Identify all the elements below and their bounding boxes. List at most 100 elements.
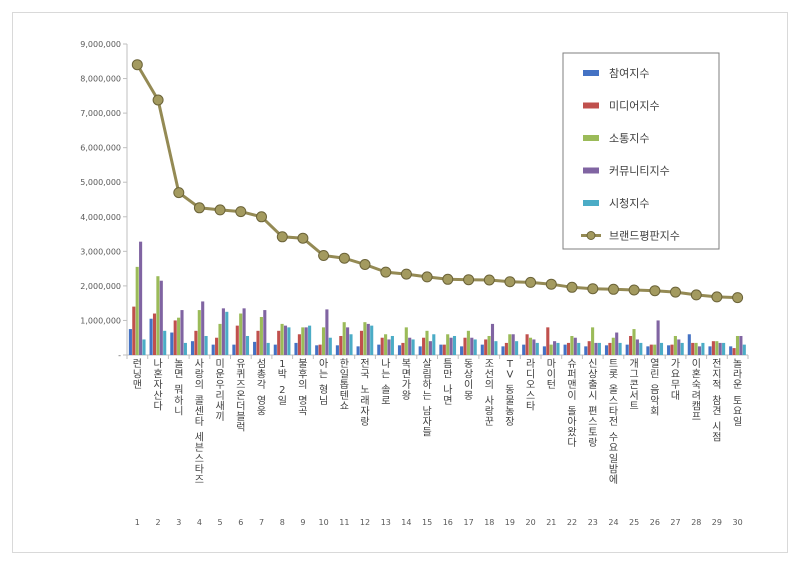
category-label-glyph: 슈	[567, 358, 576, 370]
bar	[549, 344, 553, 355]
category-label-glyph: 악	[650, 395, 659, 407]
rank-label: 4	[197, 518, 202, 527]
category-label-glyph: 스	[526, 390, 535, 402]
legend-label: 참여지수	[609, 67, 649, 80]
rank-label: 22	[567, 518, 577, 527]
bar	[615, 332, 619, 355]
bar	[449, 337, 453, 355]
bar	[232, 344, 236, 355]
category-label-glyph: 다	[153, 400, 162, 412]
category-label-glyph: 밤	[609, 463, 618, 475]
rank-label: 1	[135, 518, 140, 527]
category-label-glyph: 꾼	[485, 417, 494, 428]
category-label-glyph: 자	[153, 379, 162, 391]
category-label-glyph: 새	[215, 400, 224, 412]
bar	[697, 346, 702, 355]
category-label-glyph: 더	[236, 400, 245, 412]
category-label-glyph: 적	[712, 379, 721, 391]
bar	[335, 345, 339, 355]
rank-label: 17	[464, 518, 474, 527]
legend-label: 소통지수	[609, 132, 649, 145]
category-label-glyph: 프	[692, 412, 701, 423]
rank-label: 16	[443, 518, 453, 527]
category-label-glyph: 톱	[340, 379, 349, 391]
bar	[573, 337, 577, 355]
chart-axes: 9,000,000 8,000,000 7,000,000 6,000,000 5,00…	[80, 40, 749, 360]
bar	[366, 323, 370, 355]
bar	[563, 344, 567, 355]
bar	[170, 332, 174, 355]
category-label-glyph: 는	[381, 369, 390, 381]
category-label-glyph: 국	[360, 369, 369, 381]
category-label-glyph: 맨	[133, 379, 142, 391]
line-point	[483, 274, 495, 286]
category-label-glyph: 혼	[692, 368, 701, 381]
bar	[646, 346, 650, 355]
category-label-glyph: 시	[712, 421, 721, 433]
bar	[722, 342, 726, 355]
rank-label: 19	[505, 518, 515, 527]
category-label-glyph: 자	[360, 405, 369, 417]
chart-line	[131, 59, 744, 304]
legend-label: 브랜드평판지수	[609, 230, 680, 243]
category-label-glyph: 콜	[195, 395, 204, 407]
bar	[446, 334, 450, 355]
bar	[280, 323, 284, 355]
bar	[159, 280, 163, 355]
rank-label: 7	[259, 518, 264, 527]
rank-label: 5	[218, 518, 223, 527]
category-label-glyph: 장	[505, 416, 514, 428]
line-point	[649, 285, 661, 297]
category-label-glyph: 불	[298, 358, 307, 370]
y-tick-label: 4,000,000	[80, 213, 121, 222]
category-label-glyph: 농	[505, 405, 514, 417]
bar	[566, 342, 571, 355]
y-tick-label: 5,000,000	[80, 178, 121, 187]
bar	[201, 301, 205, 355]
bar	[732, 348, 736, 355]
category-label-glyph: 트	[609, 359, 618, 370]
bar	[321, 327, 326, 355]
category-label-glyph: 복	[402, 358, 411, 370]
bar	[680, 342, 684, 355]
category-label-glyph: 닝	[133, 369, 142, 381]
category-label-glyph: 니	[174, 405, 183, 417]
bar	[425, 330, 429, 355]
bar	[577, 342, 581, 355]
category-label-glyph: 이	[464, 379, 473, 391]
bar	[504, 342, 508, 355]
category-label-glyph: 개	[629, 358, 638, 370]
category-label-glyph: 즈	[236, 380, 245, 391]
rank-label: 2	[156, 518, 161, 527]
line-point	[359, 259, 371, 270]
rank-label: 6	[238, 518, 243, 527]
category-label-glyph: 자	[422, 416, 431, 428]
bar	[152, 313, 157, 355]
bar	[687, 334, 691, 355]
category-label-glyph: 래	[360, 395, 369, 407]
bar	[266, 342, 270, 355]
category-label-glyph: 혼	[153, 368, 162, 381]
category-label-glyph: 선	[485, 369, 494, 381]
rank-label: 11	[339, 518, 349, 527]
bar	[363, 322, 367, 355]
bar	[256, 330, 260, 355]
category-label-glyph: 운	[733, 379, 742, 391]
bar	[677, 339, 681, 355]
rank-label: 29	[712, 518, 722, 527]
rank-label: 24	[608, 518, 618, 527]
category-label-glyph: 무	[671, 380, 680, 391]
bar	[225, 311, 229, 355]
brand-reputation-chart: 9,000,000 8,000,000 7,000,000 6,000,000 5,00…	[80, 40, 749, 527]
bar	[711, 341, 715, 355]
bar	[142, 339, 146, 355]
category-label-glyph: 하	[422, 378, 431, 391]
category-label-glyph: 는	[319, 369, 328, 381]
category-label-glyph: 우	[215, 379, 224, 391]
category-label-glyph: 열	[650, 358, 659, 370]
